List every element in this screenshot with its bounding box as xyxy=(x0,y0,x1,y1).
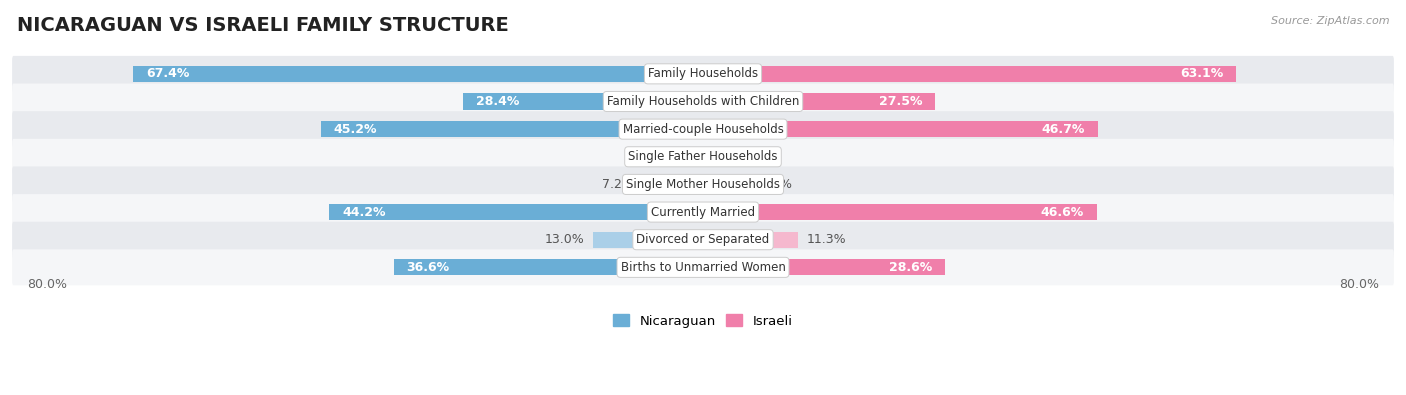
Text: 80.0%: 80.0% xyxy=(1339,278,1379,291)
Text: 13.0%: 13.0% xyxy=(546,233,585,246)
Bar xyxy=(593,232,703,248)
Text: Family Households with Children: Family Households with Children xyxy=(607,95,799,108)
Bar xyxy=(321,121,703,137)
Text: 5.7%: 5.7% xyxy=(759,178,792,191)
Bar xyxy=(703,94,935,109)
Text: 2.0%: 2.0% xyxy=(728,150,761,163)
Text: 67.4%: 67.4% xyxy=(146,68,190,80)
Text: Divorced or Separated: Divorced or Separated xyxy=(637,233,769,246)
Text: 2.6%: 2.6% xyxy=(641,150,672,163)
Bar xyxy=(394,260,703,275)
Bar xyxy=(703,177,751,192)
FancyBboxPatch shape xyxy=(13,249,1393,285)
Text: Single Mother Households: Single Mother Households xyxy=(626,178,780,191)
Text: 44.2%: 44.2% xyxy=(342,205,385,218)
Bar xyxy=(329,204,703,220)
FancyBboxPatch shape xyxy=(13,194,1393,230)
Text: 45.2%: 45.2% xyxy=(333,122,377,135)
Text: 27.5%: 27.5% xyxy=(879,95,922,108)
Text: 80.0%: 80.0% xyxy=(27,278,67,291)
Bar xyxy=(703,260,945,275)
Text: Married-couple Households: Married-couple Households xyxy=(623,122,783,135)
Legend: Nicaraguan, Israeli: Nicaraguan, Israeli xyxy=(607,309,799,333)
Text: 46.7%: 46.7% xyxy=(1042,122,1085,135)
FancyBboxPatch shape xyxy=(13,139,1393,175)
Text: Single Father Households: Single Father Households xyxy=(628,150,778,163)
Text: 36.6%: 36.6% xyxy=(406,261,450,274)
Text: 46.6%: 46.6% xyxy=(1040,205,1084,218)
FancyBboxPatch shape xyxy=(13,56,1393,92)
Bar xyxy=(703,232,799,248)
Bar xyxy=(681,149,703,165)
Bar xyxy=(134,66,703,82)
Text: 11.3%: 11.3% xyxy=(807,233,846,246)
FancyBboxPatch shape xyxy=(13,83,1393,119)
Text: Births to Unmarried Women: Births to Unmarried Women xyxy=(620,261,786,274)
Bar xyxy=(643,177,703,192)
Text: 28.4%: 28.4% xyxy=(475,95,519,108)
FancyBboxPatch shape xyxy=(13,166,1393,202)
FancyBboxPatch shape xyxy=(13,111,1393,147)
Bar xyxy=(703,149,720,165)
Bar xyxy=(463,94,703,109)
Bar xyxy=(703,121,1098,137)
Text: NICARAGUAN VS ISRAELI FAMILY STRUCTURE: NICARAGUAN VS ISRAELI FAMILY STRUCTURE xyxy=(17,16,509,35)
Text: Currently Married: Currently Married xyxy=(651,205,755,218)
Text: 63.1%: 63.1% xyxy=(1180,68,1223,80)
Text: 28.6%: 28.6% xyxy=(889,261,932,274)
Text: 7.2%: 7.2% xyxy=(602,178,634,191)
FancyBboxPatch shape xyxy=(13,222,1393,258)
Bar xyxy=(703,204,1097,220)
Text: Source: ZipAtlas.com: Source: ZipAtlas.com xyxy=(1271,16,1389,26)
Text: Family Households: Family Households xyxy=(648,68,758,80)
Bar xyxy=(703,66,1236,82)
